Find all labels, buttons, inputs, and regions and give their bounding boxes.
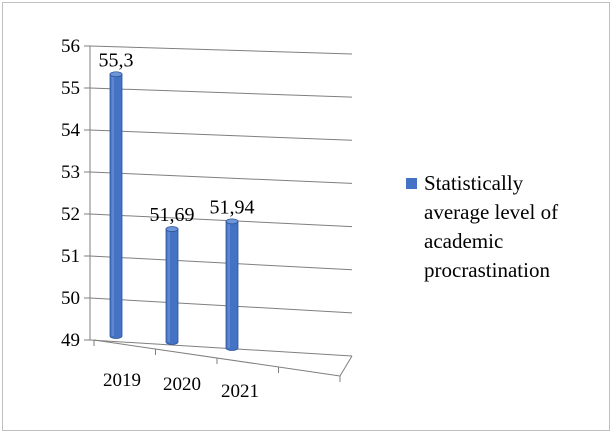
gridline [89,339,353,357]
bar-cap [225,218,239,225]
gridlines [89,45,353,357]
gridline [89,129,353,141]
y-tick-labels: 49 50 51 52 53 54 55 56 [61,36,81,351]
gridline [89,213,353,228]
y-tick-label: 54 [61,120,81,141]
y-tick-label: 56 [61,36,80,57]
data-label: 55,3 [99,49,134,71]
gridline [89,297,353,314]
y-tick-label: 49 [61,330,80,351]
bar-2019 [109,71,123,339]
legend: Statistically average level of academic … [406,171,558,282]
gridline [89,45,353,55]
y-tick-label: 52 [61,204,80,225]
bar-cap [165,226,179,232]
data-labels: 55,3 51,69 51,94 [99,49,255,226]
floor-edge [339,355,353,377]
legend-line-2: average level of [424,200,558,224]
bar-2021 [225,218,239,351]
bar-highlight [167,229,170,342]
bar-cap [109,71,123,78]
gridline [89,255,353,271]
legend-swatch [406,178,417,189]
legend-line-4: procrastination [424,258,550,282]
y-tick-label: 50 [61,288,80,309]
bar-2020 [165,226,179,345]
x-tick-label: 2020 [163,374,201,395]
y-tick-label: 51 [61,246,80,267]
bar-highlight [111,74,114,336]
chart-frame [2,2,610,431]
axes [84,45,353,382]
gridline [89,171,353,184]
bars [109,71,239,351]
legend-line-1: Statistically [424,171,524,195]
x-tick-label: 2021 [221,381,259,402]
y-tick-label: 55 [61,78,80,99]
bar-highlight [227,221,230,348]
data-label: 51,94 [210,196,255,218]
gridline [89,87,353,98]
y-tick-label: 53 [61,162,80,183]
data-label: 51,69 [150,204,195,226]
legend-line-3: academic [424,229,503,253]
x-tick-labels: 2019 2020 2021 [103,370,259,402]
x-tick-label: 2019 [103,370,141,391]
